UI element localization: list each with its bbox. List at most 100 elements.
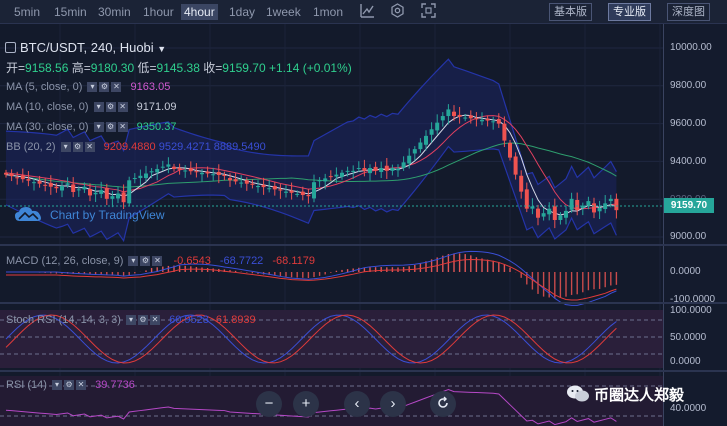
dropdown-icon[interactable]: ▾ [52,380,63,391]
brand-watermark: 币圈达人郑毅 [566,384,684,405]
candle-body [9,173,14,177]
candle-body [390,168,395,171]
tf-1week[interactable]: 1week [266,5,301,19]
view-depth-button[interactable]: 深度图 [667,3,710,21]
dropdown-icon[interactable]: ▾ [128,256,139,267]
fullscreen-icon[interactable] [420,3,437,20]
tf-1day[interactable]: 1day [229,5,256,19]
candle-body [468,115,473,119]
candle-body [71,184,76,193]
stoch-k-line [5,314,617,364]
candle-body [43,184,48,186]
scroll-left-button[interactable]: ‹ [344,391,370,417]
wechat-icon [567,385,589,402]
stoch-d-line [5,314,617,364]
settings-icon[interactable]: ⚙ [99,82,110,93]
candle-body [144,173,148,179]
scroll-right-button[interactable]: › [380,391,406,417]
dropdown-icon[interactable]: ▾ [93,102,104,113]
candle-body [183,170,188,172]
close-icon[interactable]: ✕ [117,102,128,113]
close-icon[interactable]: ✕ [152,256,163,267]
candle-body [396,168,400,171]
candle-body [592,203,596,213]
close-icon[interactable]: ✕ [84,142,95,153]
candle-body [250,183,255,185]
candle-body [552,206,557,220]
candle-body [429,129,434,135]
settings-icon[interactable]: ⚙ [138,315,149,326]
ma10-legend[interactable]: MA (10, close, 0) ▾ ⚙ ✕ 9171.09 [6,101,177,113]
candle-body [116,193,120,199]
tf-5min[interactable]: 5min [14,5,41,19]
settings-icon[interactable]: ⚙ [64,380,75,391]
stoch-rsi-legend[interactable]: Stoch RSI (14, 14, 3, 3) ▾ ⚙ ✕ 60.9523 61.… [6,314,256,326]
settings-icon[interactable]: ⚙ [105,122,116,133]
close-icon[interactable]: ✕ [111,82,122,93]
tf-30min[interactable]: 30min [98,5,131,19]
dropdown-caret-icon[interactable]: ▼ [157,44,167,54]
view-pro-button[interactable]: 专业版 [608,3,651,21]
candle-body [373,166,378,171]
settings-icon[interactable]: ⚙ [72,142,83,153]
macd-legend[interactable]: MACD (12, 26, close, 9) ▾ ⚙ ✕ -0.6543 -68.… [6,255,315,267]
candle-body [541,213,546,217]
settings-icon[interactable]: ⚙ [105,102,116,113]
candle-body [222,175,227,177]
candle-body [228,178,232,181]
candle-body [306,195,311,197]
panel-divider[interactable] [0,244,727,246]
close-icon[interactable]: ✕ [76,380,87,391]
candle-body [614,198,619,211]
price-tick: 9600.00 [670,118,707,129]
view-basic-button[interactable]: 基本版 [549,3,592,21]
candle-body [457,114,462,117]
dropdown-icon[interactable]: ▾ [60,142,71,153]
candle-body [82,186,87,190]
dropdown-icon[interactable]: ▾ [93,122,104,133]
ma30-legend[interactable]: MA (30, close, 0) ▾ ⚙ ✕ 9350.37 [6,121,177,133]
tf-15min[interactable]: 15min [54,5,87,19]
candle-body [284,191,288,193]
candle-body [547,208,552,215]
candle-body [256,185,260,188]
bb-legend[interactable]: BB (20, 2) ▾ ⚙ ✕ 9209.4880 9529.4271 8889.… [6,141,266,153]
tf-4hour[interactable]: 4hour [181,4,218,20]
candle-body [76,189,81,191]
zoom-out-button[interactable]: − [256,391,282,417]
settings-icon[interactable]: ⚙ [140,256,151,267]
dropdown-icon[interactable]: ▾ [87,82,98,93]
macd-signal-line [6,259,617,301]
candle-body [513,156,518,175]
panel-divider[interactable] [0,370,727,372]
panel-divider[interactable] [0,302,727,304]
close-icon[interactable]: ✕ [117,122,128,133]
candle-body [188,168,193,172]
candle-body [340,172,344,177]
dropdown-icon[interactable]: ▾ [126,315,137,326]
chart-type-icon[interactable] [359,3,376,20]
candlestick-chart[interactable] [0,24,663,426]
collapse-toggle-icon[interactable] [5,42,16,53]
tf-1mon[interactable]: 1mon [313,5,344,19]
candle-body [216,171,221,176]
tf-1hour[interactable]: 1hour [143,5,174,19]
price-axis[interactable] [663,24,727,426]
candle-body [328,176,333,178]
settings-gear-icon[interactable] [389,3,406,20]
reset-chart-button[interactable] [430,391,456,417]
candle-body [502,123,507,141]
ma5-legend[interactable]: MA (5, close, 0) ▾ ⚙ ✕ 9163.05 [6,81,171,93]
ma30-line [5,142,617,188]
rsi-legend[interactable]: RSI (14) ▾ ⚙ ✕ 39.7736 [6,379,135,391]
candle-body [239,182,244,184]
zoom-in-button[interactable]: + [293,391,319,417]
close-icon[interactable]: ✕ [150,315,161,326]
symbol-title[interactable]: BTC/USDT, 240, Huobi ▼ [5,40,166,55]
candle-body [362,168,367,171]
candle-body [172,166,176,169]
last-price-tag: 9159.70 [664,198,714,213]
timeframe-toolbar: 5min 15min 30min 1hour 4hour 1day 1week … [0,0,727,24]
macd-tick: -100.0000 [670,294,716,305]
tradingview-watermark[interactable]: Chart by TradingView [14,205,165,223]
